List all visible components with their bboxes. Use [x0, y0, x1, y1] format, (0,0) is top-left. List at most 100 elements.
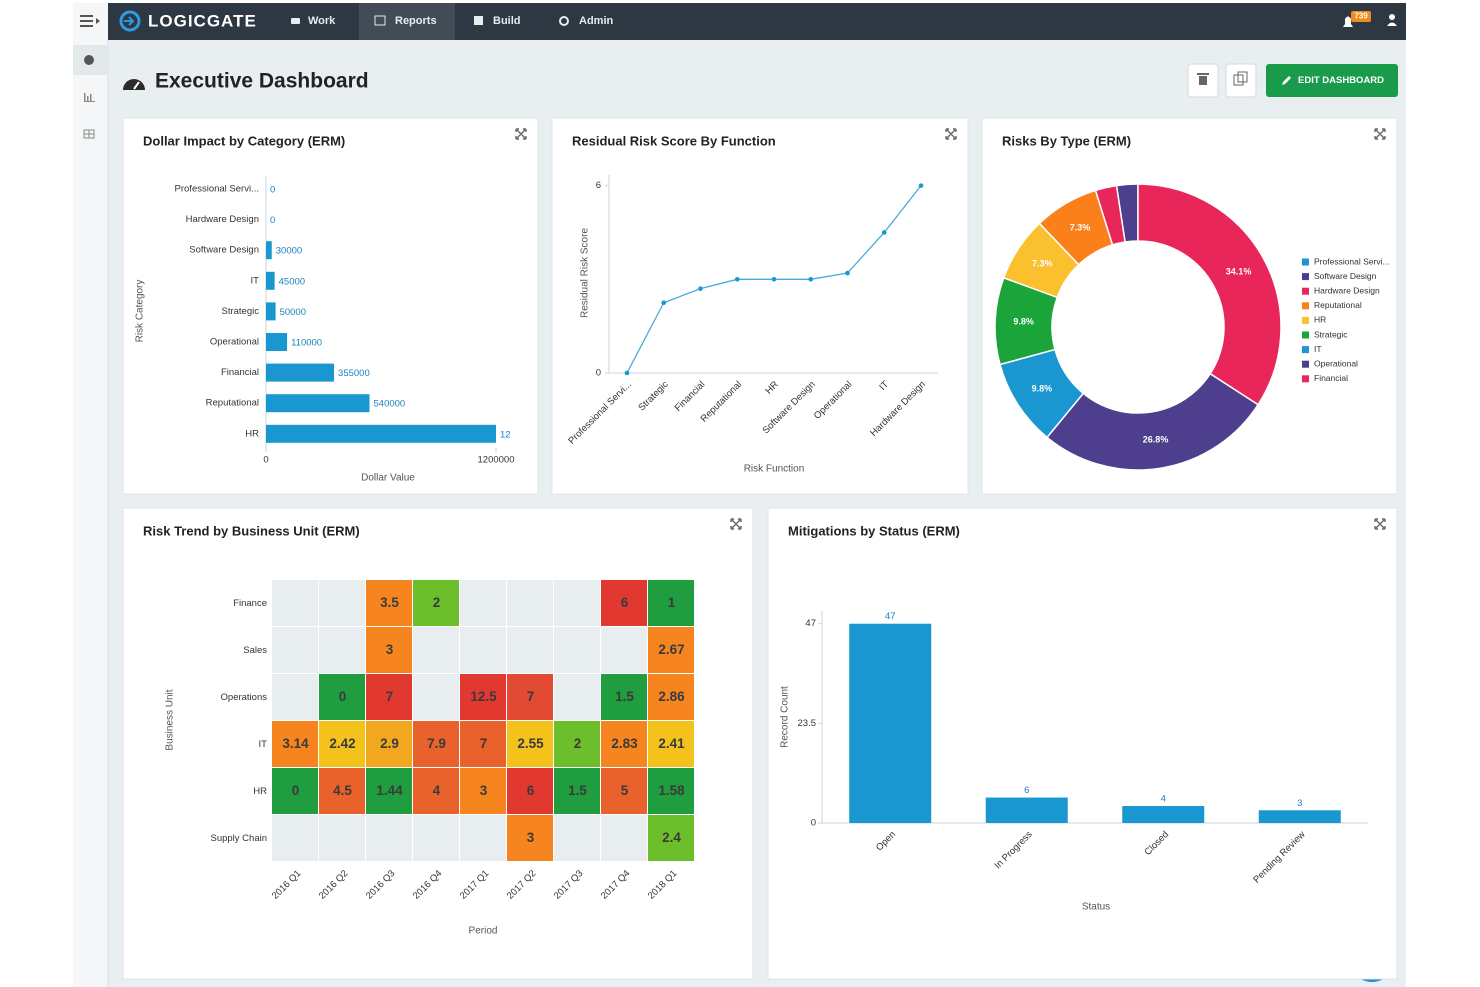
bell-icon[interactable] — [1343, 16, 1353, 28]
y-tick-label: HR — [253, 786, 267, 797]
admin-icon — [559, 16, 569, 26]
edit-dashboard-button[interactable]: EDIT DASHBOARD — [1266, 64, 1398, 97]
expand-icon[interactable] — [515, 128, 527, 140]
heat-cell — [648, 674, 694, 720]
slice-label: 26.8% — [1143, 435, 1169, 445]
value-label: 12 — [500, 429, 511, 440]
legend-label: Software Design — [1314, 271, 1377, 281]
heat-cell — [554, 721, 600, 767]
heat-cell — [319, 674, 365, 720]
empty-cell — [272, 815, 318, 861]
top-bar — [108, 3, 1406, 40]
y-tick-label: 6 — [596, 180, 601, 191]
y-tick-label: IT — [251, 275, 260, 286]
legend-swatch — [1302, 302, 1309, 310]
y-tick-label: Hardware Design — [186, 214, 259, 225]
heat-cell — [648, 627, 694, 673]
dashboard-icon-large — [123, 79, 145, 90]
point — [698, 286, 703, 291]
point — [734, 277, 740, 282]
sidebar — [73, 3, 108, 987]
expand-icon[interactable] — [945, 128, 957, 140]
cell-label: 4 — [433, 783, 441, 798]
nav-item[interactable]: Reports — [395, 15, 437, 27]
edit-dashboard-label[interactable]: EDIT DASHBOARD — [1298, 75, 1384, 86]
y-tick-label: IT — [259, 739, 268, 750]
empty-cell — [460, 580, 506, 626]
y-tick-label: Supply Chain — [210, 833, 267, 844]
empty-cell — [413, 815, 459, 861]
empty-cell — [554, 627, 600, 673]
empty-cell — [460, 627, 506, 673]
heat-cell — [507, 674, 553, 720]
reports-icon[interactable] — [84, 93, 95, 102]
nav-item[interactable]: Build — [493, 15, 521, 27]
expand-icon[interactable] — [730, 518, 742, 530]
legend-swatch — [1302, 331, 1309, 339]
panel-title: Residual Risk Score By Function — [572, 133, 776, 148]
user-icon[interactable] — [1387, 14, 1397, 26]
nav-item[interactable]: Work — [308, 15, 336, 27]
y-axis-title: Record Count — [780, 686, 791, 748]
brand: LOGICGATE — [148, 11, 257, 30]
bar — [266, 363, 335, 382]
notification-count: 739 — [1354, 12, 1368, 21]
empty-cell — [554, 580, 600, 626]
y-tick-label: 0 — [811, 818, 816, 829]
value-label: 0 — [270, 185, 275, 196]
point — [808, 277, 814, 282]
legend-swatch — [1302, 287, 1309, 295]
heat-cell — [601, 721, 647, 767]
bar — [266, 394, 370, 413]
empty-cell — [319, 627, 365, 673]
cell-label: 2 — [433, 595, 441, 610]
point — [624, 370, 630, 376]
heat-cell — [319, 721, 365, 767]
donut-slice — [1137, 183, 1282, 406]
y-tick-label: HR — [245, 428, 259, 439]
empty-cell — [319, 815, 365, 861]
cell-label: 3 — [386, 642, 394, 657]
y-tick-label: Professional Servi... — [175, 184, 259, 195]
point — [771, 277, 777, 282]
x-tick-label: 1200000 — [478, 455, 515, 466]
expand-icon[interactable] — [1374, 518, 1386, 530]
y-tick-label: 47 — [805, 618, 816, 629]
cell-label: 7 — [527, 689, 535, 704]
panel — [551, 117, 969, 495]
delete-button[interactable] — [1187, 63, 1219, 98]
legend-swatch — [1302, 258, 1309, 266]
cell-label: 5 — [621, 783, 629, 798]
legend-label: Professional Servi... — [1314, 256, 1390, 266]
heat-cell — [272, 721, 318, 767]
table-icon[interactable] — [83, 129, 95, 139]
point — [918, 183, 924, 188]
cell-label: 2.9 — [380, 736, 399, 751]
dashboard-icon[interactable] — [84, 55, 94, 65]
legend-swatch — [1302, 316, 1309, 324]
cell-label: 1.44 — [376, 783, 403, 798]
value-label: 0 — [270, 215, 275, 226]
y-tick-label: Reputational — [206, 398, 259, 409]
heat-cell — [507, 768, 553, 814]
y-tick-label: Software Design — [189, 245, 259, 256]
empty-cell — [272, 580, 318, 626]
nav-item[interactable]: Admin — [579, 15, 614, 27]
bar — [266, 241, 272, 260]
copy-button[interactable] — [1225, 63, 1257, 98]
heat-cell — [413, 768, 459, 814]
heat-cell — [507, 721, 553, 767]
menu-toggle[interactable] — [80, 15, 100, 27]
legend-label: Strategic — [1314, 329, 1348, 339]
panel-title: Dollar Impact by Category (ERM) — [143, 133, 345, 148]
panel-title: Risk Trend by Business Unit (ERM) — [143, 523, 360, 538]
panel-title: Mitigations by Status (ERM) — [788, 523, 960, 538]
heat-cell — [366, 674, 412, 720]
logo-arrow — [124, 16, 135, 26]
cell-label: 1 — [668, 595, 676, 610]
expand-icon[interactable] — [1374, 128, 1386, 140]
point — [845, 270, 850, 276]
cell-label: 3 — [480, 783, 488, 798]
y-tick-label: 23.5 — [798, 718, 817, 729]
y-tick-label: Strategic — [222, 306, 260, 317]
